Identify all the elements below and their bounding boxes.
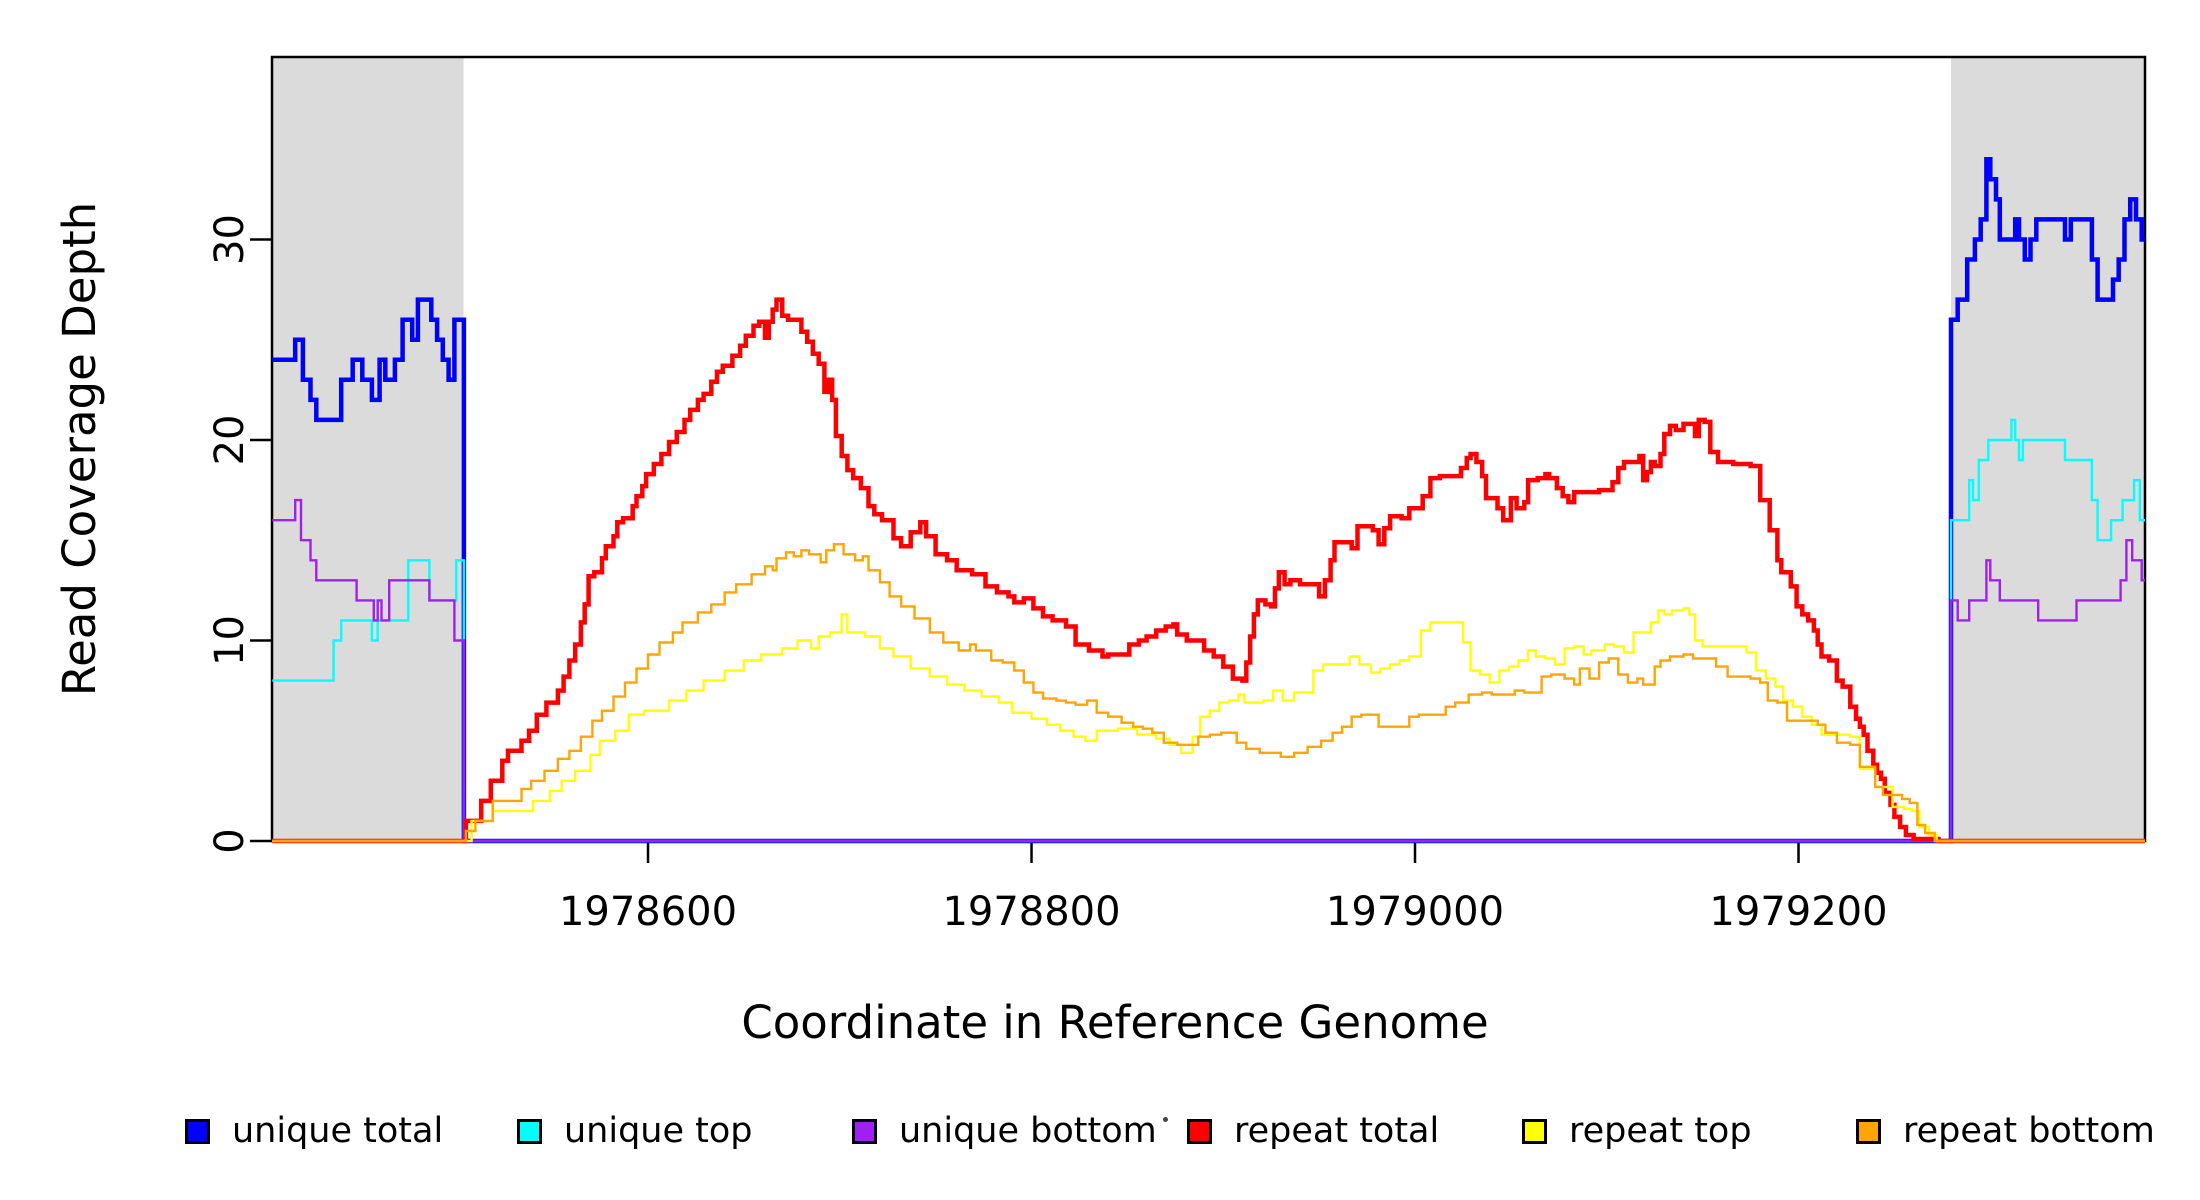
x-axis-title: Coordinate in Reference Genome — [741, 996, 1488, 1049]
x-tick-label: 1978800 — [942, 889, 1120, 935]
series-unique-top — [272, 418, 2145, 843]
y-tick-label: 10 — [207, 615, 253, 666]
x-tick-label: 1979200 — [1709, 889, 1887, 935]
stray-dot — [1163, 1117, 1168, 1122]
series-repeat-total — [272, 297, 2145, 844]
shaded-region-right-unique-flank — [1950, 57, 2145, 841]
y-axis-title: Read Coverage Depth — [53, 202, 106, 696]
series-unique-total — [272, 157, 2145, 844]
y-tick-label: 20 — [207, 415, 253, 466]
y-tick-label: 0 — [207, 828, 253, 853]
shaded-region-left-unique-flank — [272, 57, 464, 841]
plot-border — [270, 55, 2147, 843]
x-tick-label: 1978600 — [559, 889, 737, 935]
series-repeat-bottom — [272, 543, 2145, 843]
y-tick-label: 30 — [207, 214, 253, 265]
series-unique-bottom — [272, 498, 2145, 843]
x-tick-label: 1979000 — [1326, 889, 1504, 935]
series-repeat-top — [272, 607, 2145, 843]
